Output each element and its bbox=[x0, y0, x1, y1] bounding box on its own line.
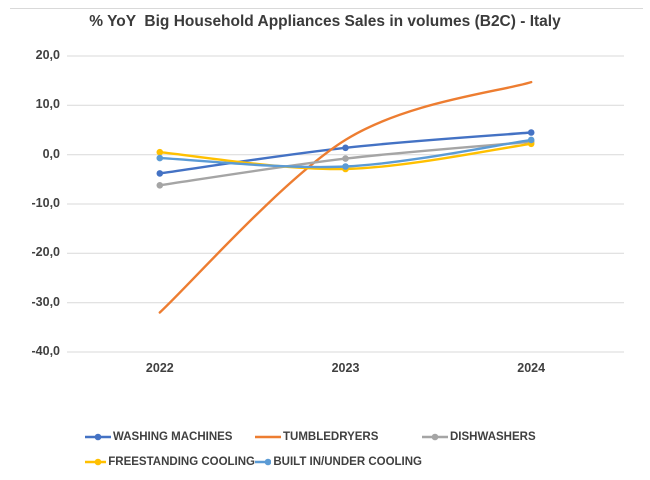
legend-marker-icon bbox=[255, 458, 272, 465]
data-point-marker bbox=[342, 144, 349, 152]
y-axis-tick-label: 20,0 bbox=[35, 48, 60, 62]
data-point-marker bbox=[156, 170, 164, 177]
chart-title: % YoY Big Household Appliances Sales in … bbox=[89, 13, 561, 30]
y-axis-tick-label: -30,0 bbox=[31, 294, 61, 309]
data-point-marker bbox=[342, 155, 349, 162]
data-point-marker bbox=[156, 154, 164, 162]
data-point-marker bbox=[527, 136, 535, 144]
x-axis-tick-label: 2024 bbox=[517, 361, 546, 375]
y-axis-tick-label: -40,0 bbox=[31, 344, 61, 358]
legend-item: FREESTANDING COOLING bbox=[85, 449, 255, 474]
y-axis-tick-label: -20,0 bbox=[31, 245, 61, 260]
legend-item: TUMBLEDRYERS bbox=[255, 424, 422, 449]
legend-label: BUILT IN/UNDER COOLING bbox=[273, 455, 422, 468]
legend-label: FREESTANDING COOLING bbox=[108, 455, 255, 468]
x-axis-tick-label: 2023 bbox=[331, 361, 360, 375]
legend-item: BUILT IN/UNDER COOLING bbox=[255, 449, 422, 474]
legend-marker-icon bbox=[85, 433, 111, 440]
chart-plot bbox=[67, 55, 624, 353]
legend-item: DISHWASHERS bbox=[422, 424, 536, 449]
y-axis-tick-label: -10,0 bbox=[31, 196, 61, 210]
y-axis-tick-label: 10,0 bbox=[35, 97, 60, 112]
data-point-marker bbox=[156, 148, 164, 156]
legend-marker-icon bbox=[85, 458, 107, 465]
x-axis-tick-label: 2022 bbox=[145, 361, 174, 375]
legend-label: TUMBLEDRYERS bbox=[283, 430, 379, 443]
data-point-marker bbox=[156, 182, 164, 189]
chart-top-border bbox=[10, 8, 643, 9]
y-axis-tick-label: 0,0 bbox=[42, 146, 60, 161]
data-point-marker bbox=[527, 129, 535, 136]
legend-marker-icon bbox=[255, 435, 281, 438]
legend-item: WASHING MACHINES bbox=[85, 424, 255, 449]
legend-label: DISHWASHERS bbox=[450, 430, 536, 443]
legend-marker-icon bbox=[422, 433, 448, 440]
series-line bbox=[158, 80, 533, 314]
legend-label: WASHING MACHINES bbox=[113, 430, 233, 443]
data-point-marker bbox=[342, 163, 349, 170]
chart-legend: WASHING MACHINES TUMBLEDRYERS DISHWASHERS F… bbox=[85, 424, 536, 474]
